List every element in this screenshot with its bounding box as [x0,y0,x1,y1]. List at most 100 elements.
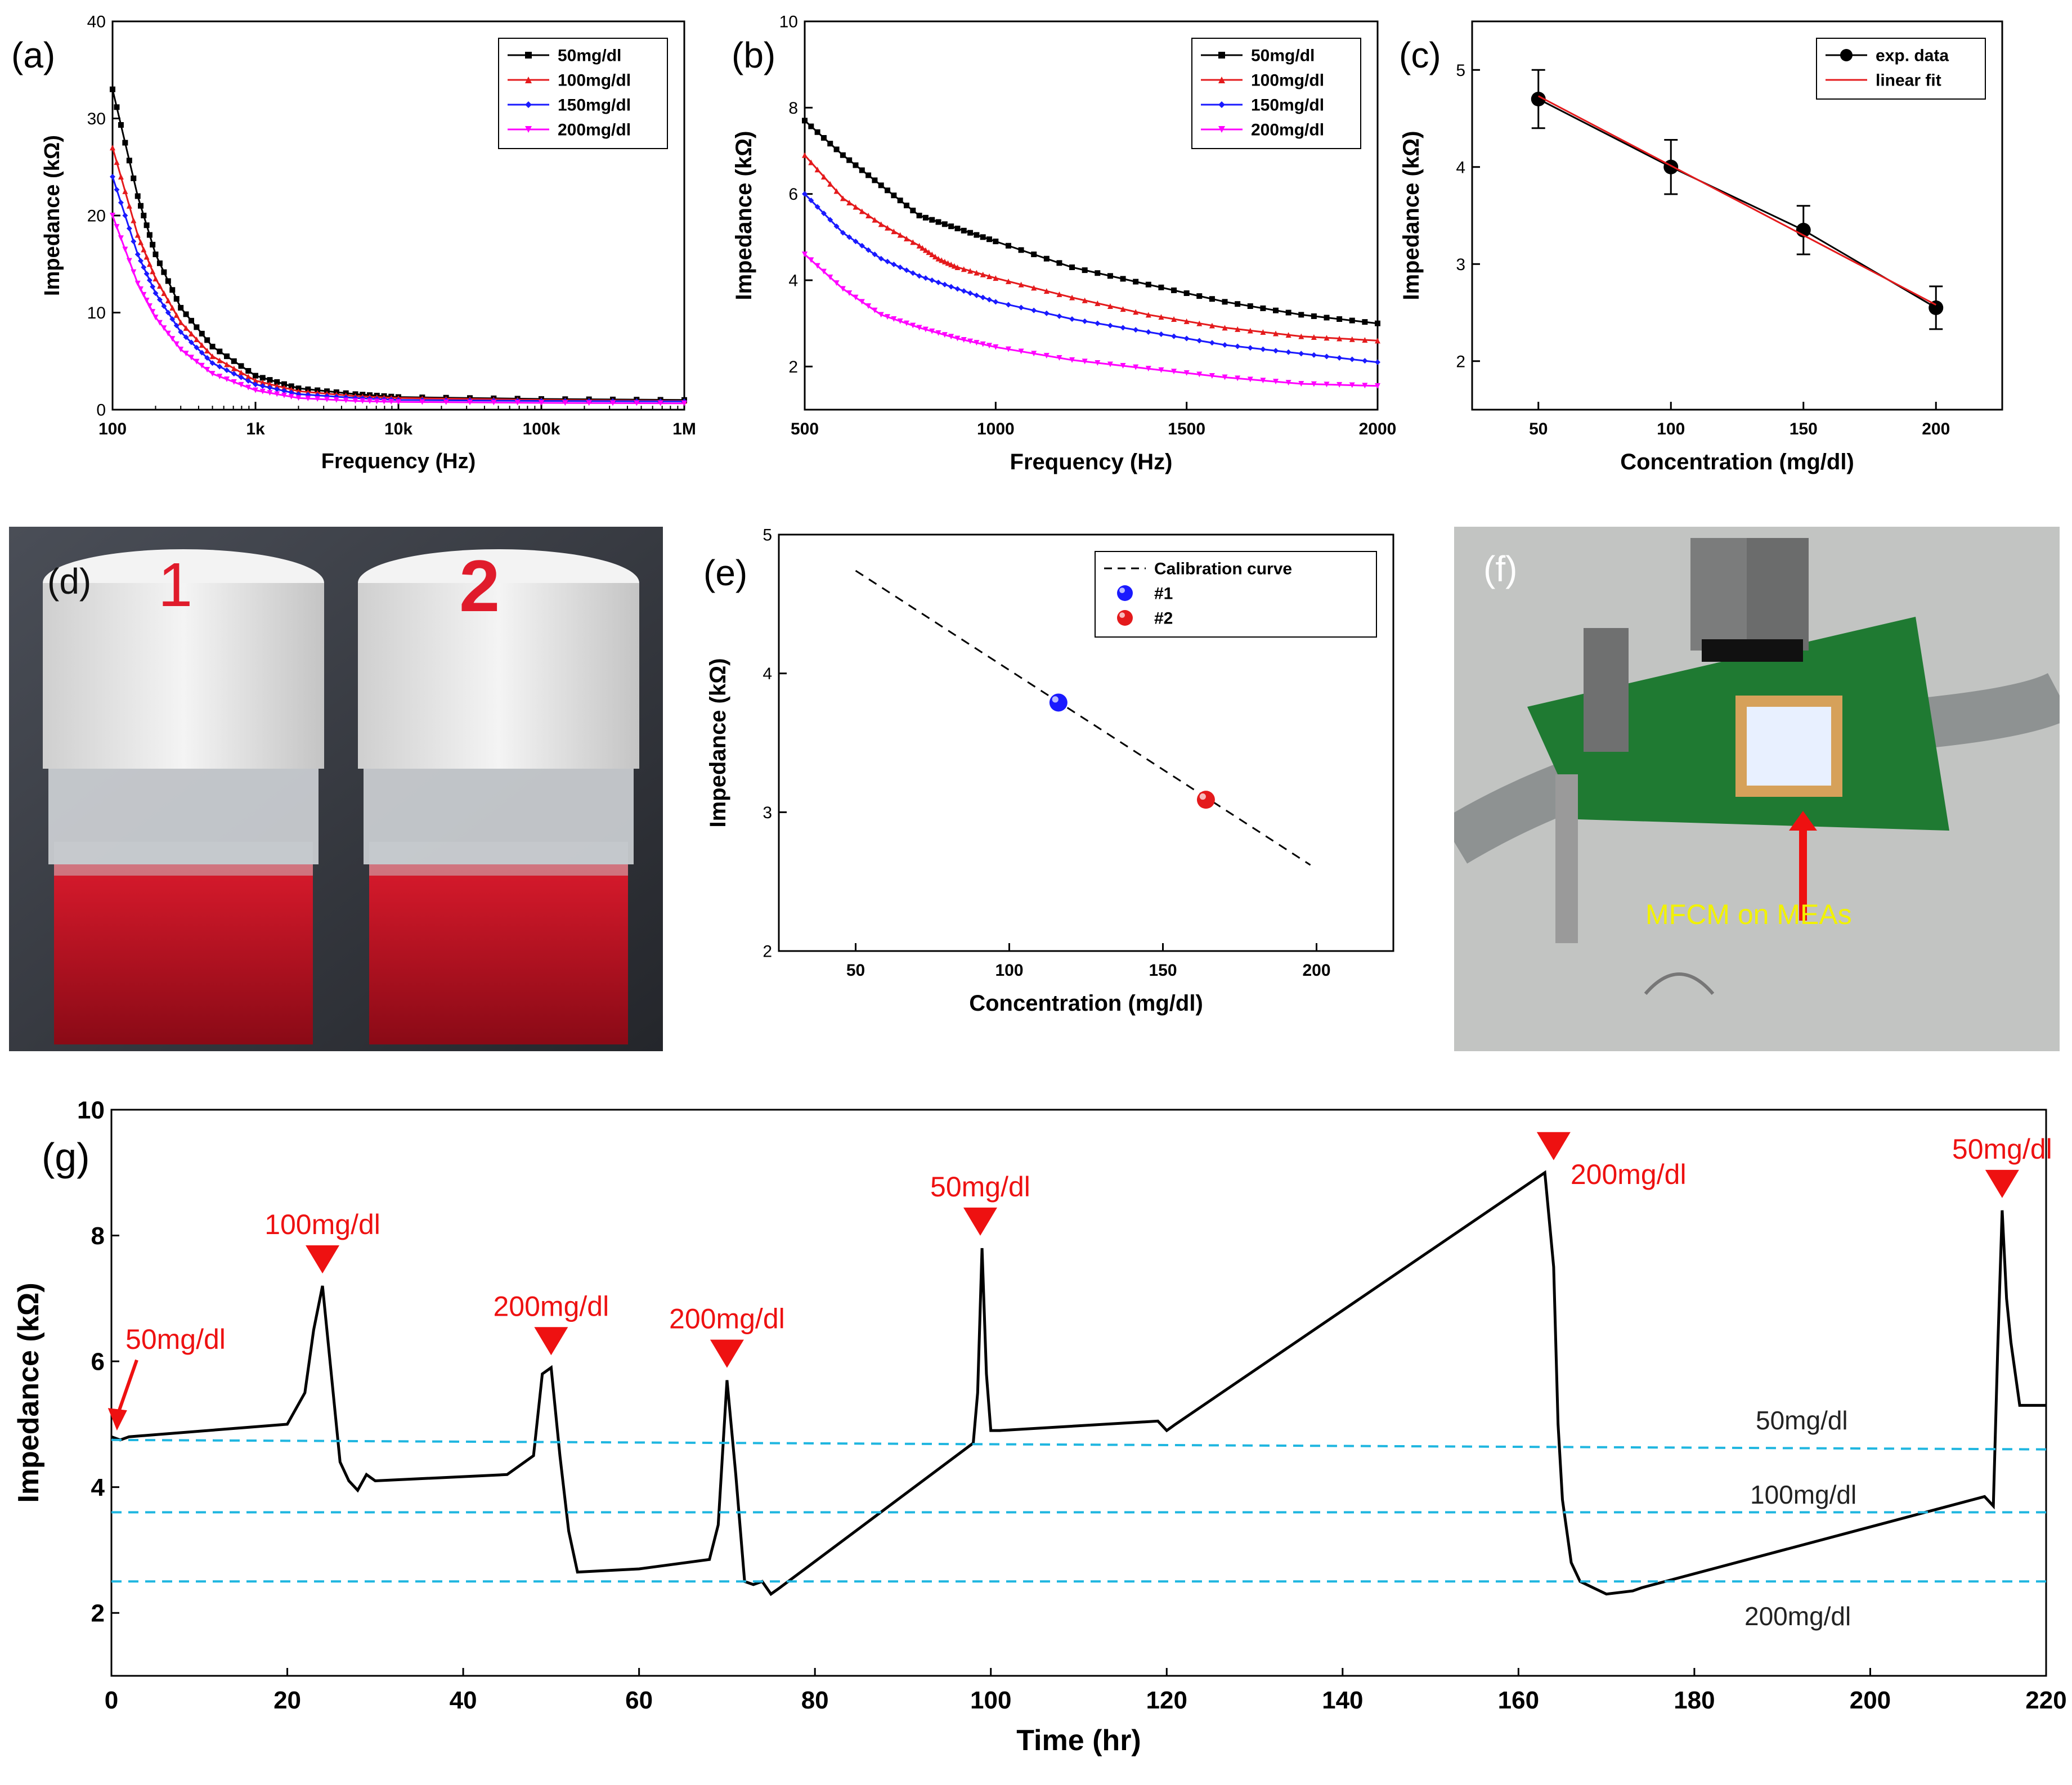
data-point-b-3 [1337,382,1343,388]
legend-c: exp. data linear fit [1816,38,1986,100]
annotation-5: 200mg/dl [1536,1132,1687,1190]
data-point-a-0 [183,311,189,317]
data-point-b-0 [897,198,903,204]
data-point-b-2 [859,243,865,249]
data-point-b-0 [1285,310,1291,316]
data-point-b-0 [1362,319,1368,325]
data-point-a-2 [224,367,230,373]
data-point-b-0 [903,203,909,209]
data-point-b-0 [1260,305,1266,311]
data-point-b-1 [1311,334,1317,340]
annotation-4: 50mg/dl [930,1171,1030,1236]
data-point-b-0 [1031,252,1037,257]
data-point-a-3 [333,397,339,403]
legend-label-b-1: 100mg/dl [1251,71,1324,90]
series-b-1 [802,152,1380,344]
x-tick-label-a-2: 10k [384,420,412,438]
y-tick-label-g-2: 6 [91,1348,105,1376]
annotation-6: 50mg/dl [1952,1133,2052,1198]
data-point-b-0 [1120,276,1126,282]
data-point-a-3 [188,355,194,361]
data-point-b-2 [1349,356,1355,362]
legend-label-c-1: linear fit [1876,71,1941,90]
data-point-a-0 [253,373,258,379]
series-a-3 [110,213,687,406]
annotation-label-5: 200mg/dl [1571,1159,1687,1190]
data-point-a-1 [199,342,205,348]
x-tick-label-g-5: 100 [970,1687,1011,1714]
data-point-a-0 [131,175,137,181]
legend-box-c [1816,38,1986,100]
data-point-b-3 [948,334,954,340]
data-point-b-2 [891,261,897,267]
x-axis-label-c: Concentration (mg/dl) [1620,450,1854,474]
data-point-a-3 [146,303,153,309]
x-tick-label-e-1: 100 [995,961,1023,980]
data-point-b-3 [1311,381,1317,387]
data-point-a-0 [231,358,237,364]
y-axis-label-g: Impedance (kΩ) [12,1282,45,1503]
data-point-b-3 [1285,380,1291,386]
data-point-a-1 [138,239,144,245]
series-g-1 [111,1438,2047,1451]
data-point-b-0 [1247,303,1253,309]
chart-g-frame [110,1109,2047,1677]
data-point-a-1 [238,369,244,375]
data-point-a-3 [381,398,387,405]
data-point-b-2 [980,294,986,301]
data-point-b-0 [833,146,840,153]
series-line-a-2 [111,176,685,402]
data-point-b-1 [853,204,859,210]
data-point-b-3 [1183,370,1190,376]
data-point-b-3 [891,316,897,322]
data-point-b-2 [1362,358,1368,364]
data-point-b-2 [910,270,916,276]
data-point-b-0 [802,118,808,124]
data-point-a-2 [199,349,205,356]
data-point-b-0 [865,172,872,178]
data-point-a-1 [156,283,163,289]
data-point-b-2 [1171,333,1177,339]
data-point-b-1 [1069,294,1075,301]
data-point-a-3 [153,315,159,321]
data-point-a-2 [150,284,156,290]
data-point-b-2 [948,284,954,290]
data-point-b-3 [1324,382,1330,388]
data-point-b-2 [954,286,961,292]
data-point-b-0 [840,152,846,158]
data-point-b-0 [1375,320,1380,326]
annotation-marker-4 [963,1207,997,1236]
data-point-a-2 [194,344,200,351]
data-point-b-1 [961,266,967,272]
data-point-b-2 [929,277,935,283]
series-line-b-2 [804,193,1378,364]
y-tick-label-e-0: 2 [763,943,772,961]
data-point-b-1 [922,247,929,253]
data-point-b-1 [840,195,846,201]
data-point-b-3 [865,303,872,309]
y-tick-label-a-2: 20 [87,207,106,226]
y-tick-label-b-1: 4 [788,272,798,290]
data-point-b-1 [1107,303,1113,309]
data-point-b-3 [1069,357,1075,363]
data-point-a-3 [126,258,132,264]
data-point-b-0 [1273,307,1279,313]
data-point-a-2 [156,297,163,303]
data-point-a-2 [204,355,210,361]
data-point-b-2 [1133,327,1139,333]
data-point-b-3 [986,343,993,349]
panel-label-d: (d) [47,561,92,602]
data-point-a-0 [217,348,223,355]
data-point-a-1 [224,361,230,367]
data-point-b-1 [986,273,993,279]
y-tick-label-b-0: 2 [788,358,798,376]
data-point-a-3 [539,400,544,406]
data-point-b-2 [846,234,853,240]
data-point-b-3 [872,307,878,313]
data-point-b-2 [941,281,948,288]
data-point-b-0 [846,157,853,163]
annotation-marker-6 [1985,1169,2019,1198]
data-point-b-0 [808,123,814,129]
data-point-b-3 [1349,382,1355,388]
data-point-b-1 [939,257,945,263]
